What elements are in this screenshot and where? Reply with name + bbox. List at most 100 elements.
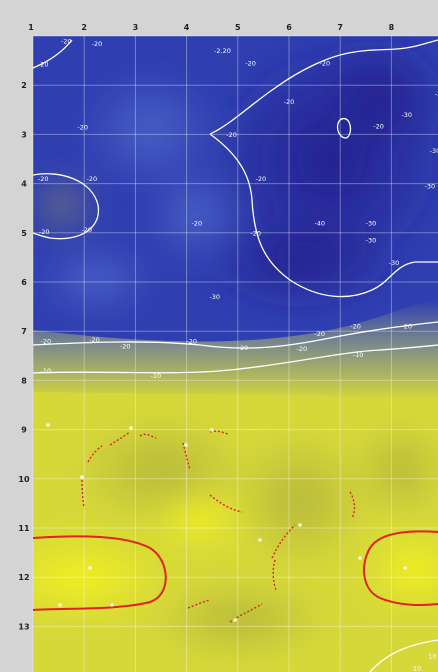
contour-label: 10 <box>428 652 436 660</box>
contour-label: -30 <box>366 237 377 245</box>
contour-fragment <box>182 442 191 471</box>
sample-marker <box>403 566 407 570</box>
contour-hot-right <box>363 530 438 607</box>
contour-label: -20 <box>250 229 261 237</box>
y-axis-ticks: 234567891011121314 <box>18 81 30 672</box>
x-axis-ticks: 123456789 <box>28 23 395 32</box>
contour-label: -10 <box>353 351 364 359</box>
sample-marker <box>58 603 62 607</box>
contour-label: -20 <box>314 330 325 338</box>
contour-label: -30 <box>366 219 377 227</box>
contour-label: -20 <box>186 338 197 346</box>
contour-circle <box>33 173 100 240</box>
sample-marker <box>358 556 362 560</box>
sample-marker <box>110 603 114 607</box>
sample-marker <box>80 475 84 479</box>
contour-bottom-right <box>369 639 438 672</box>
contour-fragment <box>209 494 243 513</box>
y-tick-label: 10 <box>18 475 30 484</box>
contour-lower <box>209 133 438 298</box>
contour-label: -20 <box>92 40 103 48</box>
contour-label: -20 <box>87 175 98 183</box>
contour-top-left <box>33 39 73 69</box>
contour-hot-left <box>33 535 167 611</box>
contour-labels: -20 -20 -20 -2.20 -20 -20 -30 -20 -30 -30 -20 -20 -2… <box>38 37 438 672</box>
x-tick-label: 2 <box>81 23 87 32</box>
contour-label: -10 <box>40 367 51 375</box>
sample-marker <box>210 428 214 432</box>
contour-label: -30 <box>430 147 438 155</box>
contour-label: -20 <box>238 344 249 352</box>
contour-upper <box>209 39 438 135</box>
sample-marker <box>233 618 237 622</box>
x-tick-label: 1 <box>28 23 34 32</box>
contour-label: -30 <box>401 111 412 119</box>
sample-marker <box>298 523 302 527</box>
contour-label: -20 <box>38 175 49 183</box>
x-tick-label: 4 <box>184 23 190 32</box>
y-tick-label: 4 <box>21 180 27 189</box>
contour-label: -20 <box>89 336 100 344</box>
y-tick-label: 3 <box>21 130 27 139</box>
y-tick-label: 6 <box>21 278 27 287</box>
heatmap-field <box>33 36 438 672</box>
contour-label: -20 <box>245 60 256 68</box>
contour-label: -30 <box>209 293 220 301</box>
y-tick-label: 9 <box>21 426 27 435</box>
y-tick-label: 12 <box>18 573 29 582</box>
contour-fragment <box>272 559 277 591</box>
y-tick-label: 7 <box>21 327 27 336</box>
contour-label: -20 <box>373 122 384 130</box>
contour-label: -20 <box>256 175 267 183</box>
y-tick-label: 13 <box>18 622 29 631</box>
contour-label: 10 <box>413 665 421 672</box>
contour-label: -20 <box>296 345 307 353</box>
contour-label: -30 <box>389 259 400 267</box>
contour-band-10 <box>33 344 438 374</box>
y-tick-label: 5 <box>21 229 27 238</box>
x-tick-label: 6 <box>286 23 292 32</box>
contour-label: -20 <box>40 338 51 346</box>
contour-label: -40 <box>314 219 325 227</box>
sample-marker <box>184 443 188 447</box>
contour-label: -20 <box>120 342 131 350</box>
contour-label: -20 <box>192 219 203 227</box>
texture-blobs <box>33 36 438 660</box>
x-tick-label: 3 <box>133 23 139 32</box>
sample-marker <box>88 566 92 570</box>
contour-label: -20 <box>39 228 50 236</box>
contour-label: -20 <box>320 60 331 68</box>
y-tick-label: 2 <box>21 81 27 90</box>
contour-label: -30 <box>424 183 435 191</box>
contour-label: -2.20 <box>214 47 231 55</box>
contour-fragment <box>139 433 157 439</box>
contour-loop <box>336 117 352 139</box>
contour-label: -20 <box>61 37 72 45</box>
contour-fragment <box>229 603 263 623</box>
contour-label: -20 <box>81 226 92 234</box>
contour-label: -20 <box>284 98 295 106</box>
contour-fragment <box>271 524 296 559</box>
contour-label: -20 <box>38 61 49 69</box>
grid <box>32 35 438 672</box>
contour-lines <box>33 39 438 672</box>
sample-marker <box>258 538 262 542</box>
sample-marker <box>129 426 133 430</box>
contour-label: -20 <box>350 323 361 331</box>
contour-label: -30 <box>435 90 438 98</box>
contour-band-20 <box>33 321 438 349</box>
contour-fragment <box>187 599 211 609</box>
transition-band <box>33 300 438 400</box>
contour-label: -20 <box>401 323 412 331</box>
contour-label: -10 <box>151 372 162 380</box>
y-tick-label: 8 <box>21 376 27 385</box>
contour-fragment <box>349 491 356 519</box>
x-tick-label: 5 <box>235 23 241 32</box>
contour-label: -20 <box>226 131 237 139</box>
contour-label: -20 <box>77 123 88 131</box>
y-tick-label: 11 <box>18 524 30 533</box>
x-tick-label: 8 <box>389 23 395 32</box>
sample-marker <box>46 423 50 427</box>
contour-fragment <box>81 479 85 509</box>
